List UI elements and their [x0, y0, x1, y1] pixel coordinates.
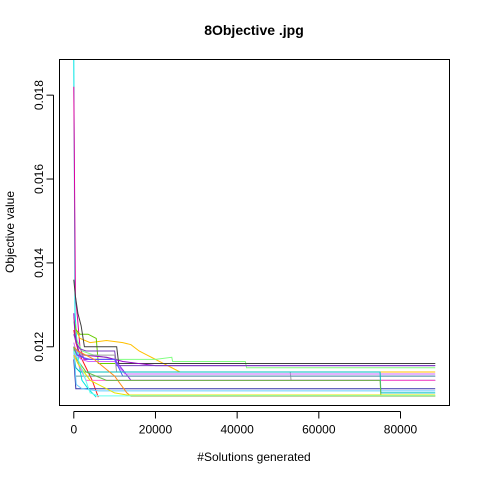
series-line-21: [73, 354, 436, 396]
y-tick-label: 0.014: [32, 248, 46, 278]
x-axis: 0 20000 40000 60000 80000: [70, 411, 418, 437]
series-line-5: [73, 321, 436, 365]
series-line-9: [73, 334, 436, 367]
chart-title: 8Objective .jpg: [204, 22, 304, 38]
plot-frame: [59, 59, 450, 406]
y-tick-label: 0.018: [32, 80, 46, 110]
y-tick-label: 0.012: [32, 331, 46, 361]
x-tick-label: 60000: [302, 423, 336, 437]
series-line-17: [73, 359, 436, 390]
series-line-22: [73, 350, 436, 397]
series-line-18: [73, 350, 436, 392]
y-axis-label: Objective value: [3, 191, 17, 273]
x-tick-label: 40000: [220, 423, 254, 437]
x-axis-label: #Solutions generated: [197, 450, 310, 464]
x-tick-label: 80000: [384, 423, 418, 437]
x-tick-label: 0: [70, 423, 77, 437]
series-line-8: [73, 313, 436, 367]
series-layer: [73, 59, 436, 398]
series-line-4: [73, 317, 436, 373]
series-line-12: [73, 342, 436, 375]
series-line-10: [73, 346, 436, 381]
y-axis: 0.012 0.014 0.016 0.018: [32, 80, 54, 362]
series-line-7: [73, 279, 436, 365]
x-tick-label: 20000: [139, 423, 173, 437]
y-tick-label: 0.016: [32, 164, 46, 194]
series-line-6: [73, 321, 436, 369]
